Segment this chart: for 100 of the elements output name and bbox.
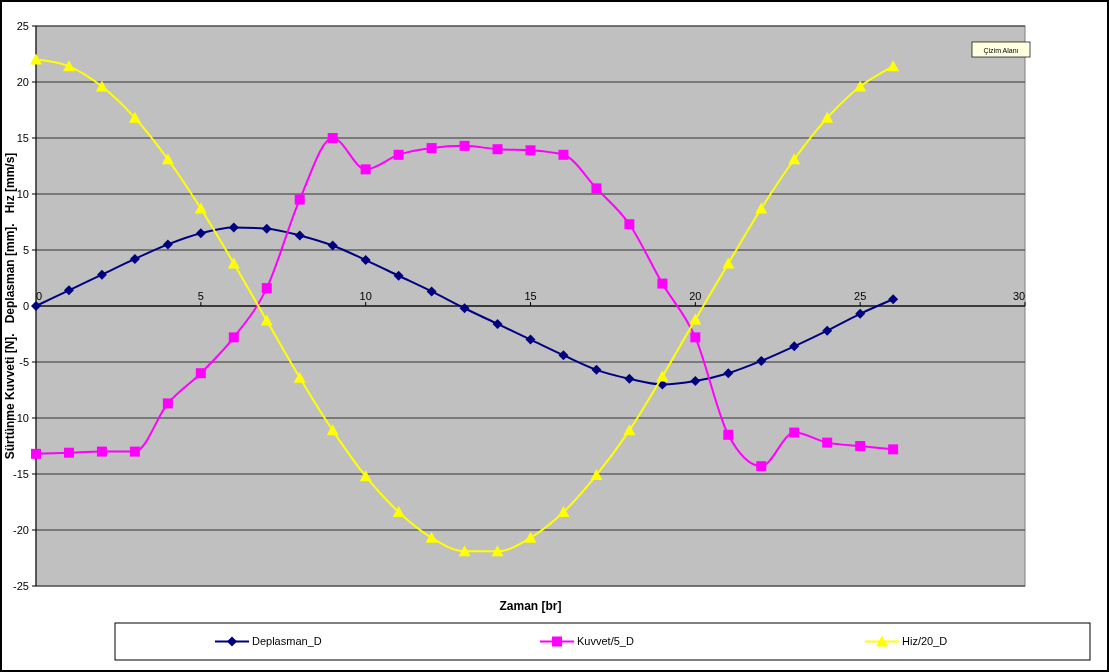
point <box>129 253 140 264</box>
x-axis-title: Zaman [br] <box>499 599 562 613</box>
point <box>623 424 636 436</box>
point <box>162 398 173 409</box>
point <box>459 140 470 151</box>
point <box>821 111 834 123</box>
point <box>360 164 371 175</box>
point <box>31 301 41 311</box>
point <box>425 531 438 543</box>
point <box>227 257 240 269</box>
point <box>624 219 635 230</box>
point <box>789 427 800 438</box>
point <box>887 60 900 72</box>
point <box>326 424 339 436</box>
legend-label: Kuvvet/5_D <box>577 635 634 648</box>
y-tick-label: 15 <box>16 131 29 144</box>
point <box>491 545 504 557</box>
point <box>854 80 867 92</box>
point <box>458 545 471 557</box>
point <box>557 506 570 518</box>
y-tick-label: 5 <box>22 243 29 256</box>
x-tick-label: 5 <box>197 290 204 302</box>
point <box>228 222 239 233</box>
point <box>128 111 141 123</box>
point <box>656 370 669 382</box>
point <box>590 469 603 481</box>
point <box>360 255 371 266</box>
point <box>293 371 306 383</box>
y-tick-label: -5 <box>19 355 29 368</box>
point <box>161 153 174 165</box>
point <box>426 143 437 154</box>
x-tick-label: 30 <box>1012 290 1026 302</box>
point <box>261 223 272 234</box>
point <box>657 278 668 289</box>
point <box>855 308 866 319</box>
point <box>194 202 207 214</box>
point <box>723 429 734 440</box>
point <box>888 294 899 305</box>
point <box>393 149 404 160</box>
point <box>591 364 602 375</box>
point <box>426 286 437 297</box>
point <box>95 80 108 92</box>
point <box>723 368 734 379</box>
point <box>195 368 206 379</box>
point <box>689 313 702 325</box>
point <box>524 531 537 543</box>
point <box>722 257 735 269</box>
point <box>492 318 503 329</box>
point <box>789 341 800 352</box>
point <box>63 447 74 458</box>
point <box>359 470 372 482</box>
point <box>755 202 768 214</box>
legend-label: Deplasman_D <box>252 635 322 648</box>
x-tick-label: 10 <box>359 290 372 302</box>
point <box>525 145 536 156</box>
point <box>788 153 801 165</box>
point <box>327 133 338 143</box>
point <box>260 314 273 326</box>
point <box>459 303 470 314</box>
x-tick-label: 20 <box>689 290 702 302</box>
point <box>62 60 75 72</box>
point <box>96 446 107 457</box>
point <box>525 334 536 345</box>
point <box>888 444 899 455</box>
y-tick-label: 10 <box>16 187 29 200</box>
legend-label: Hiz/20_D <box>902 635 948 648</box>
point <box>294 194 305 205</box>
point <box>327 240 338 251</box>
point <box>129 446 140 457</box>
point <box>228 332 239 343</box>
point <box>855 441 866 451</box>
point <box>624 373 635 384</box>
x-tick-label: 25 <box>854 290 867 302</box>
point <box>822 325 833 336</box>
point <box>294 230 305 241</box>
point <box>558 149 569 160</box>
point <box>195 228 206 239</box>
point <box>30 53 42 65</box>
y-tick-label: -25 <box>13 579 29 592</box>
point <box>393 270 404 281</box>
point <box>756 461 767 472</box>
x-tick-label: 15 <box>524 290 537 302</box>
point <box>63 285 74 296</box>
point <box>392 506 405 518</box>
y-tick-label: 25 <box>16 19 29 32</box>
point <box>492 144 503 155</box>
point <box>162 239 173 250</box>
point <box>96 269 107 280</box>
point <box>31 448 41 459</box>
y-tick-label: -10 <box>13 411 29 424</box>
point <box>690 376 701 387</box>
point <box>756 355 767 366</box>
y-tick-label: 0 <box>22 299 29 312</box>
y-tick-label: -20 <box>13 523 29 536</box>
point <box>558 350 569 361</box>
point <box>690 332 701 343</box>
point <box>822 437 833 448</box>
point <box>261 283 272 294</box>
y-tick-label: -15 <box>13 467 29 480</box>
y-tick-label: 20 <box>16 75 29 88</box>
